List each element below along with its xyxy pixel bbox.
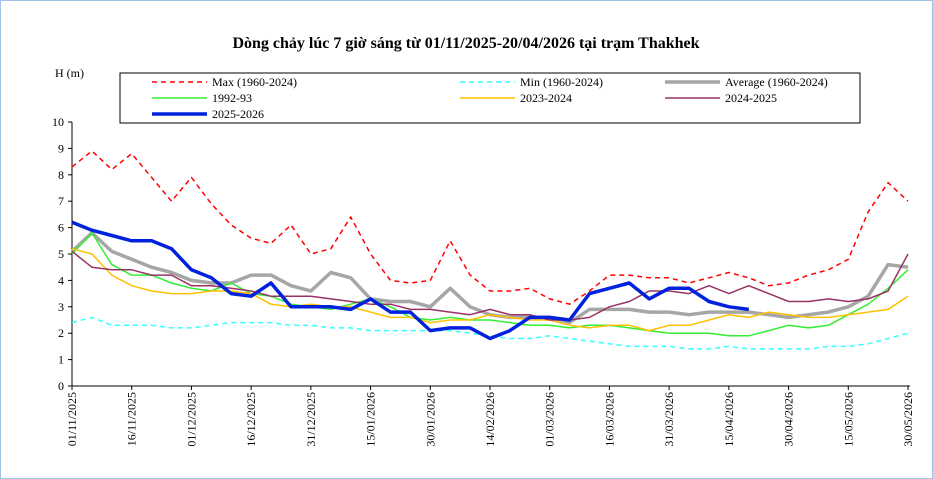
y-tick-label: 5 bbox=[58, 247, 64, 261]
series-line bbox=[71, 220, 750, 341]
y-tick-label: 9 bbox=[58, 141, 64, 155]
x-tick-label: 16/03/2026 bbox=[602, 392, 616, 447]
legend-label: 1992-93 bbox=[212, 91, 252, 105]
x-tick-label: 15/05/2026 bbox=[841, 392, 855, 447]
chart-title: Dòng chảy lúc 7 giờ sáng từ 01/11/2025-2… bbox=[232, 35, 699, 52]
y-tick-label: 4 bbox=[58, 273, 64, 287]
x-tick-label: 01/12/2025 bbox=[184, 392, 198, 447]
x-tick-label: 30/01/2026 bbox=[423, 392, 437, 447]
y-tick-label: 8 bbox=[58, 168, 64, 182]
y-tick-label: 6 bbox=[58, 221, 64, 235]
series-line bbox=[71, 250, 909, 321]
legend-label: Min (1960-2024) bbox=[520, 75, 603, 89]
x-tick-label: 14/02/2026 bbox=[483, 392, 497, 447]
y-tick-label: 2 bbox=[58, 326, 64, 340]
legend-label: Average (1960-2024) bbox=[725, 75, 828, 89]
legend-label: 2025-2026 bbox=[212, 107, 264, 121]
x-tick-label: 30/05/2026 bbox=[901, 392, 915, 447]
series-line bbox=[71, 247, 909, 332]
legend-label: 2023-2024 bbox=[520, 91, 572, 105]
x-tick-label: 31/12/2025 bbox=[304, 392, 318, 447]
series-line bbox=[71, 150, 909, 305]
y-tick-label: 1 bbox=[58, 353, 64, 367]
y-tick-label: 3 bbox=[58, 300, 64, 314]
y-tick-label: 7 bbox=[58, 194, 64, 208]
x-tick-label: 15/04/2026 bbox=[722, 392, 736, 447]
x-tick-label: 16/11/2025 bbox=[125, 392, 139, 446]
x-tick-label: 31/03/2026 bbox=[662, 392, 676, 447]
legend-label: 2024-2025 bbox=[725, 91, 777, 105]
y-axis-label: H (m) bbox=[55, 66, 84, 80]
legend-label: Max (1960-2024) bbox=[212, 75, 297, 89]
x-tick-label: 01/11/2025 bbox=[65, 392, 79, 446]
x-tick-label: 01/03/2026 bbox=[543, 392, 557, 447]
x-tick-label: 30/04/2026 bbox=[782, 392, 796, 447]
y-tick-label: 10 bbox=[52, 115, 64, 129]
x-tick-label: 16/12/2025 bbox=[244, 392, 258, 447]
x-tick-label: 15/01/2026 bbox=[364, 392, 378, 447]
y-tick-label: 0 bbox=[58, 379, 64, 393]
